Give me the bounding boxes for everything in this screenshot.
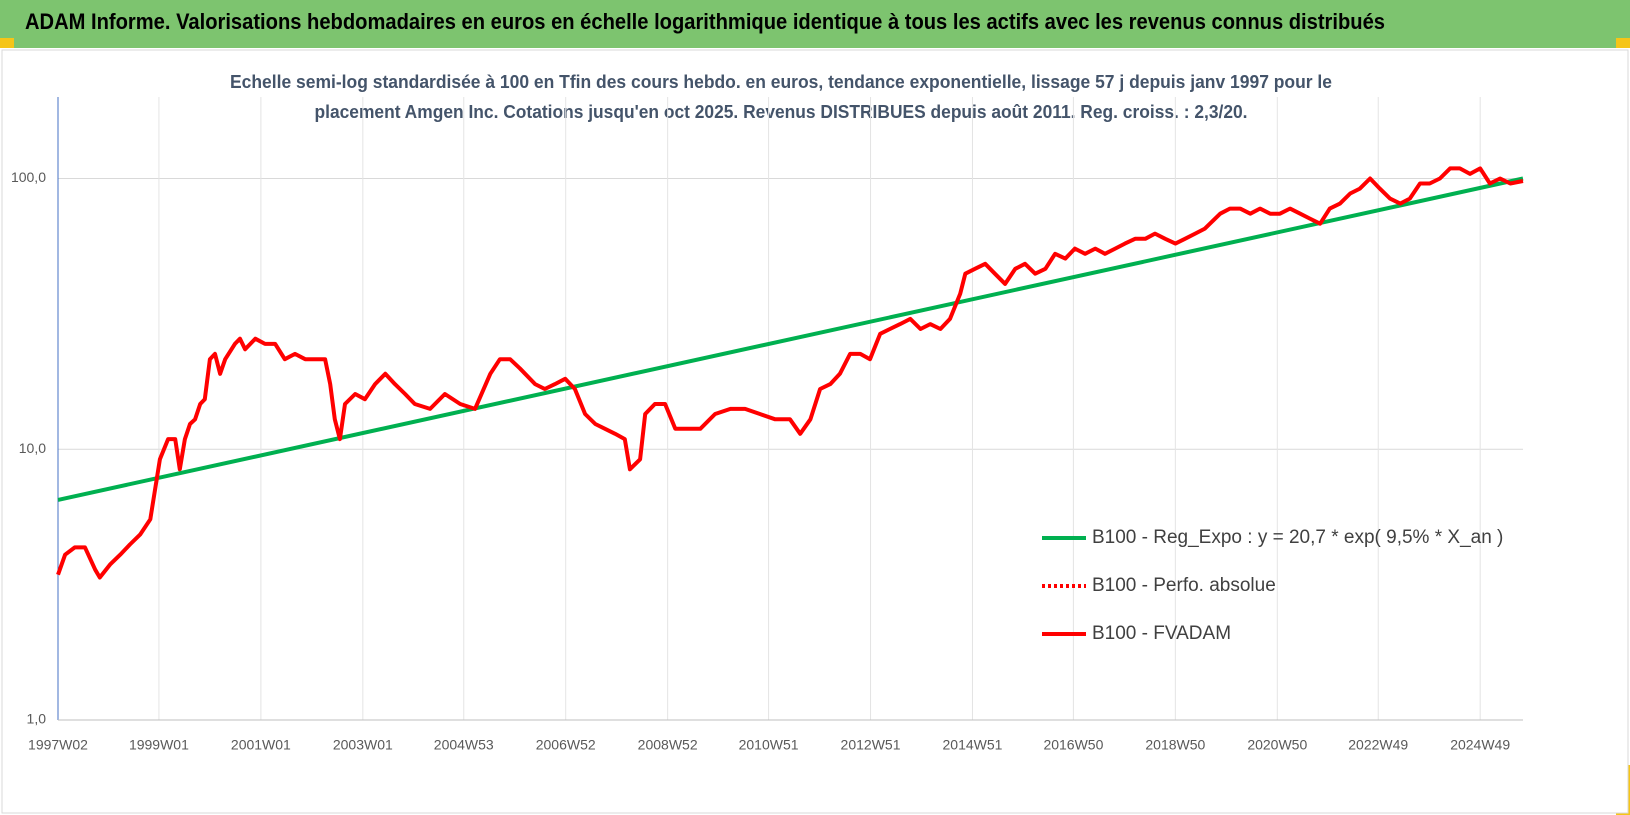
y-tick-label: 100,0 xyxy=(11,169,46,185)
x-tick-label: 1999W01 xyxy=(129,737,189,753)
header-title: ADAM Informe. Valorisations hebdomadaire… xyxy=(25,9,1385,34)
chart-subtitle: Echelle semi-log standardisée à 100 en T… xyxy=(230,72,1332,92)
legend-label: B100 - Reg_Expo : y = 20,7 * exp( 9,5% *… xyxy=(1092,527,1503,548)
legend-label: B100 - FVADAM xyxy=(1092,623,1231,644)
y-tick-label: 10,0 xyxy=(19,440,46,456)
x-tick-label: 2016W50 xyxy=(1043,737,1103,753)
x-tick-label: 2014W51 xyxy=(943,737,1003,753)
x-tick-label: 2008W52 xyxy=(638,737,698,753)
legend-label: B100 - Perfo. absolue xyxy=(1092,575,1276,596)
series-line xyxy=(56,166,1524,580)
series-line xyxy=(57,176,1524,502)
x-tick-label: 1997W02 xyxy=(28,737,88,753)
corner-mark xyxy=(1616,38,1630,48)
x-tick-label: 2024W49 xyxy=(1450,737,1510,753)
header-bar xyxy=(0,0,1630,48)
x-tick-label: 2003W01 xyxy=(333,737,393,753)
chart-frame xyxy=(1,49,1629,814)
x-tick-label: 2020W50 xyxy=(1247,737,1307,753)
x-tick-label: 2006W52 xyxy=(536,737,596,753)
x-tick-label: 2004W53 xyxy=(434,737,494,753)
corner-mark xyxy=(0,38,14,48)
chart-subtitle: placement Amgen Inc. Cotations jusqu'en … xyxy=(315,102,1248,122)
x-tick-label: 2022W49 xyxy=(1348,737,1408,753)
x-tick-label: 2010W51 xyxy=(739,737,799,753)
y-tick-label: 1,0 xyxy=(27,711,47,727)
x-tick-label: 2012W51 xyxy=(841,737,901,753)
x-tick-label: 2001W01 xyxy=(231,737,291,753)
x-tick-label: 2018W50 xyxy=(1145,737,1205,753)
